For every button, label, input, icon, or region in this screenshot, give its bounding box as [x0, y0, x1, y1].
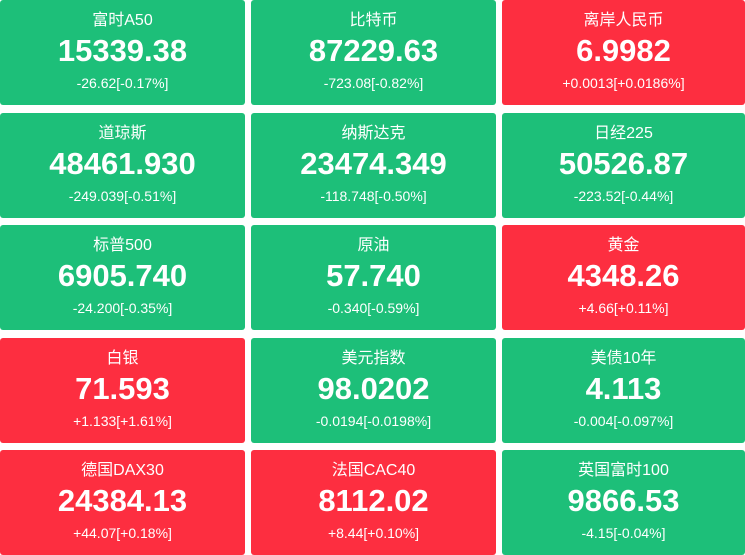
tile-change: -24.200[-0.35%] [72, 300, 173, 316]
tile-name: 白银 [106, 349, 139, 367]
tile-value: 4348.26 [567, 258, 680, 293]
tile-value: 6905.740 [57, 258, 188, 293]
market-tile[interactable]: 德国DAX30 24384.13 +44.07[+0.18%] [0, 450, 245, 555]
tile-value: 9866.53 [567, 483, 680, 518]
tile-change: +44.07[+0.18%] [73, 525, 172, 541]
tile-change: +0.0013[+0.0186%] [562, 75, 685, 91]
tile-name: 美债10年 [590, 349, 657, 367]
tile-change: -4.15[-0.04%] [581, 525, 666, 541]
market-tile[interactable]: 原油 57.740 -0.340[-0.59%] [251, 225, 496, 330]
market-tile[interactable]: 道琼斯 48461.930 -249.039[-0.51%] [0, 112, 245, 218]
market-tile[interactable]: 纳斯达克 23474.349 -118.748[-0.50%] [251, 112, 496, 218]
market-tile[interactable]: 黄金 4348.26 +4.66[+0.11%] [502, 225, 745, 330]
tile-change: -118.748[-0.50%] [320, 187, 427, 204]
tile-name: 纳斯达克 [341, 124, 406, 142]
tile-value: 98.0202 [317, 370, 430, 406]
tile-change: -723.08[-0.82%] [323, 75, 424, 91]
market-tile[interactable]: 白银 71.593 +1.133[+1.61%] [0, 337, 245, 443]
tile-value: 57.740 [326, 258, 421, 293]
tile-value: 50526.87 [558, 145, 689, 181]
tile-value: 71.593 [75, 370, 170, 406]
tile-name: 道琼斯 [98, 124, 147, 142]
tile-change: +4.66[+0.11%] [578, 300, 669, 316]
market-tile[interactable]: 富时A50 15339.38 -26.62[-0.17%] [0, 0, 245, 105]
tile-value: 23474.349 [300, 145, 447, 181]
tile-value: 4.113 [585, 370, 662, 406]
tile-value: 87229.63 [308, 33, 439, 68]
market-tile[interactable]: 美债10年 4.113 -0.004[-0.097%] [502, 337, 745, 443]
tile-value: 8112.02 [318, 483, 429, 518]
tile-value: 24384.13 [57, 483, 188, 518]
market-tile[interactable]: 英国富时100 9866.53 -4.15[-0.04%] [502, 450, 745, 555]
tile-value: 6.9982 [576, 33, 671, 68]
market-tile[interactable]: 法国CAC40 8112.02 +8.44[+0.10%] [251, 450, 496, 555]
tile-change: -0.0194[-0.0198%] [315, 412, 432, 429]
tile-change: -249.039[-0.51%] [68, 187, 177, 204]
tile-name: 英国富时100 [578, 462, 669, 479]
tile-change: +1.133[+1.61%] [73, 412, 172, 429]
tile-name: 黄金 [607, 237, 640, 254]
tile-change: -0.004[-0.097%] [573, 412, 674, 429]
market-tile[interactable]: 日经225 50526.87 -223.52[-0.44%] [502, 112, 745, 218]
tile-change: -26.62[-0.17%] [76, 75, 169, 91]
tile-change: -223.52[-0.44%] [573, 187, 674, 204]
tile-name: 美元指数 [341, 349, 406, 367]
tile-name: 法国CAC40 [331, 462, 416, 479]
tile-value: 48461.930 [49, 145, 196, 181]
tile-change: +8.44[+0.10%] [327, 525, 420, 541]
tile-change: -0.340[-0.59%] [327, 300, 420, 316]
tile-name: 比特币 [349, 12, 398, 29]
tile-name: 标普500 [93, 237, 152, 254]
market-tile[interactable]: 离岸人民币 6.9982 +0.0013[+0.0186%] [502, 0, 745, 105]
tile-name: 日经225 [594, 124, 653, 142]
market-tile[interactable]: 标普500 6905.740 -24.200[-0.35%] [0, 225, 245, 330]
tile-name: 原油 [357, 237, 390, 254]
market-tile[interactable]: 美元指数 98.0202 -0.0194[-0.0198%] [251, 337, 496, 443]
tile-name: 德国DAX30 [81, 462, 164, 479]
tile-value: 15339.38 [57, 33, 188, 68]
tile-name: 离岸人民币 [583, 12, 664, 29]
market-tile[interactable]: 比特币 87229.63 -723.08[-0.82%] [251, 0, 496, 105]
tile-name: 富时A50 [92, 12, 153, 29]
